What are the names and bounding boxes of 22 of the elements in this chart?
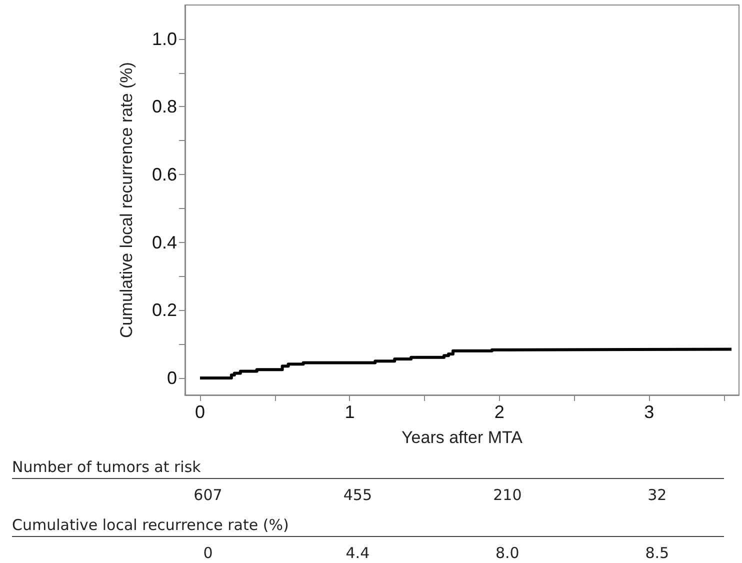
text: 8.5	[645, 544, 670, 562]
text: 32	[648, 486, 667, 504]
y-axis-title: Cumulative local recurrence rate (%)	[117, 62, 136, 338]
x-tick-label: 3	[644, 402, 654, 422]
x-tick-label: 1	[344, 402, 355, 422]
text: 607	[194, 486, 222, 504]
x-tick-label: 0	[194, 402, 205, 422]
y-tick-label: 0	[166, 368, 177, 388]
text: Number of tumors at risk	[12, 458, 724, 479]
x-tick-label: 2	[494, 402, 504, 422]
text: Cumulative local recurrence rate (%)	[12, 516, 724, 537]
x-axis-title: Years after MTA	[402, 428, 524, 447]
y-tick-label: 0.8	[152, 96, 177, 117]
text: 8.0	[495, 544, 520, 562]
text: 4.4	[346, 544, 370, 562]
y-tick-label: 0.4	[152, 232, 177, 252]
y-tick-label: 0.2	[152, 300, 177, 320]
text: 455	[343, 486, 372, 504]
y-tick-label: 0.6	[152, 164, 177, 185]
y-tick-label: 1.0	[152, 28, 177, 49]
text: 0	[203, 544, 213, 562]
text: 210	[493, 486, 522, 504]
